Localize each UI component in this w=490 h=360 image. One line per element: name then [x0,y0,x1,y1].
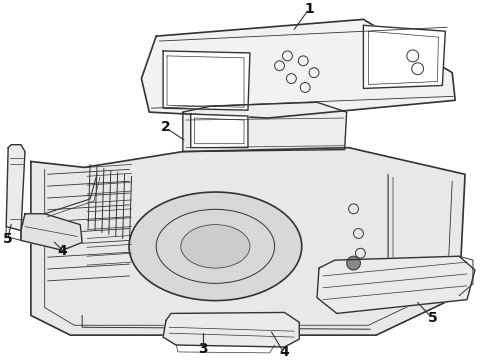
Text: 3: 3 [198,342,207,356]
Polygon shape [142,19,455,118]
Polygon shape [6,145,25,230]
Polygon shape [31,148,465,335]
Text: 1: 1 [304,1,314,15]
Polygon shape [191,114,248,148]
Polygon shape [364,25,445,89]
Polygon shape [163,51,250,110]
Polygon shape [183,102,346,152]
Ellipse shape [129,192,302,301]
Polygon shape [163,312,299,347]
Text: 5: 5 [428,311,438,325]
Polygon shape [317,256,475,314]
Text: 4: 4 [57,244,67,258]
Text: 4: 4 [280,345,290,359]
Text: 2: 2 [161,120,171,134]
Text: 5: 5 [3,233,13,247]
Circle shape [346,256,361,270]
Polygon shape [21,214,82,250]
Ellipse shape [181,225,250,268]
